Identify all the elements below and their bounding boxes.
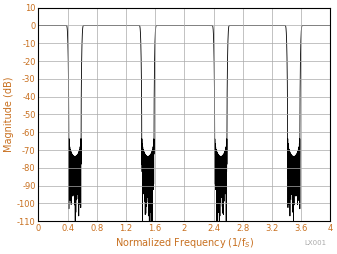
X-axis label: Normalized Frequency (1/f$_S$): Normalized Frequency (1/f$_S$) xyxy=(115,236,254,250)
Y-axis label: Magnitude (dB): Magnitude (dB) xyxy=(4,77,14,152)
Text: LX001: LX001 xyxy=(305,240,327,246)
